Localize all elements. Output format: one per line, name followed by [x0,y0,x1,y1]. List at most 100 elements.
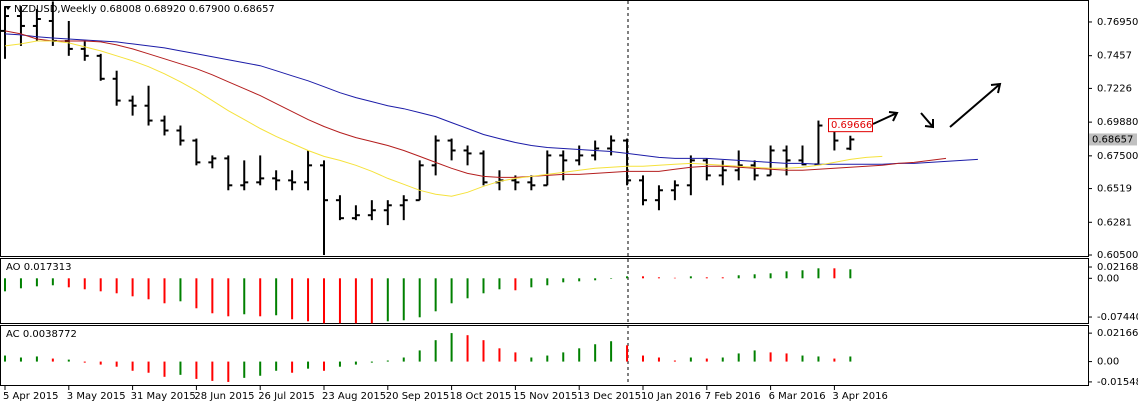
histogram-bar [307,278,310,322]
histogram-bar [211,278,214,314]
histogram-bar [307,361,310,369]
histogram-bar [657,277,660,279]
histogram-bar [721,277,724,279]
histogram-bar [99,361,102,365]
histogram-bar [195,278,198,309]
indicator-title: AC 0.0038772 [6,329,77,340]
histogram-bar [434,278,437,312]
y-tick-label: 0.00 [1097,357,1119,368]
histogram-bar [386,278,389,322]
y-tick-label: 0.02168 [1097,262,1138,273]
histogram-bar [51,358,54,362]
histogram-bar [402,278,405,321]
y-tick-label: 0.6519 [1097,184,1132,195]
histogram-bar [769,273,772,279]
histogram-bar [530,357,533,362]
histogram-bar [849,269,852,279]
histogram-bar [833,358,836,362]
histogram-bar [657,357,660,362]
y-tick-label: 0.02166 [1097,328,1138,339]
histogram-bar [610,341,613,362]
histogram-bar [450,333,453,362]
histogram-bar [243,361,246,378]
histogram-bar [482,278,485,294]
histogram-bar [179,361,182,375]
x-tick-label: 3 Apr 2016 [832,391,887,402]
y-tick-label: 0.60500 [1097,250,1138,261]
histogram-bar [35,278,38,287]
histogram-bar [323,361,325,371]
histogram-bar [83,278,86,290]
y-tick-label: 0.6281 [1097,217,1132,228]
histogram-bar [115,361,118,367]
histogram-bar [785,271,788,279]
main-panel [0,0,1089,257]
histogram-bar [4,355,6,362]
histogram-bar [610,278,613,279]
histogram-bar [514,352,517,362]
x-tick-label: 31 May 2015 [131,391,196,402]
moving-average [4,40,883,197]
histogram-bar [243,278,246,315]
menu-triangle [5,6,11,10]
x-tick-label: 15 Nov 2015 [513,391,577,402]
x-tick-label: 13 Dec 2015 [577,391,641,402]
histogram-bar [801,270,804,279]
histogram-bar [338,361,341,367]
histogram-bar [578,278,581,282]
histogram-bar [19,357,22,362]
histogram-bar [642,355,644,362]
histogram-bar [195,361,198,379]
histogram-bar [434,340,437,362]
drawn-arrows [872,82,1002,129]
histogram-bar [546,278,549,286]
histogram-bar [227,361,230,382]
histogram-bar [594,278,597,281]
y-tick-label: -0.01548 [1097,377,1138,388]
histogram-bar [530,278,533,288]
histogram-bar [626,345,629,362]
y-tick-label: 0.69880 [1097,117,1138,128]
histogram-bar [466,335,469,362]
marked-price-label: 0.69666 [831,120,872,131]
indicator-title: AO 0.017313 [6,262,71,273]
histogram-bar [99,278,102,292]
histogram-bar [785,353,788,362]
x-tick-label: 26 Jul 2015 [258,391,315,402]
histogram-bar [705,277,708,279]
x-tick-label: 7 Feb 2016 [705,391,761,402]
histogram-bar [737,353,740,362]
histogram-bar [721,357,724,362]
histogram-bar [817,356,820,362]
histogram-bar [673,277,676,279]
histogram-bar [514,278,517,291]
histogram-bar [562,352,565,362]
histogram-bar [163,278,166,304]
histogram-bar [386,360,389,362]
histogram-bar [291,361,294,373]
histogram-bar [594,344,597,362]
histogram-bar [418,350,421,362]
histogram-bar [354,361,357,365]
x-tick-label: 20 Sep 2015 [386,391,449,402]
histogram-bar [179,278,182,302]
marked-price-box [828,118,873,133]
histogram-bar [163,361,166,377]
histogram-bar [705,358,708,362]
histogram-bar [19,278,22,289]
histogram-bar [689,357,692,362]
histogram-bar [259,361,262,376]
histogram-bar [35,356,38,362]
histogram-bar [546,355,549,362]
y-tick-label: 0.7457 [1097,51,1132,62]
histogram-bar [578,348,581,362]
y-tick-label: -0.07440 [1097,312,1138,323]
histogram-bar [673,360,676,362]
moving-average [4,33,978,165]
histogram-bar [51,278,54,286]
histogram-bar [466,278,469,299]
histogram-bar [817,268,820,279]
histogram-bar [482,340,485,362]
histogram-bar [370,278,373,324]
